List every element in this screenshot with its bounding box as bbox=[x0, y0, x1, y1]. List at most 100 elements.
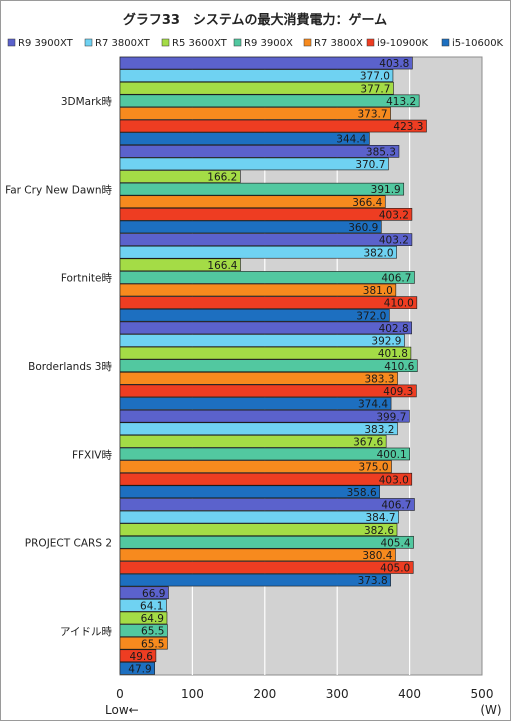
data-label-i9-10900k-3: 409.3 bbox=[383, 386, 413, 398]
bar-r9-3900xt-3 bbox=[119, 321, 412, 335]
chart-title: グラフ33 システムの最大消費電力：ゲーム bbox=[123, 12, 387, 28]
data-label-r9-3900x-5: 405.4 bbox=[380, 537, 410, 549]
data-label-r5-3600xt-1: 166.2 bbox=[207, 172, 237, 184]
bar-r9-3900xt-0 bbox=[119, 56, 413, 70]
bar-i9-10900k-0 bbox=[119, 119, 427, 133]
data-label-r7-3800xt-0: 377.0 bbox=[360, 71, 390, 83]
data-label-r9-3900xt-6: 66.9 bbox=[142, 588, 165, 600]
data-label-r7-3800xt-3: 392.9 bbox=[371, 336, 401, 348]
data-label-r9-3900x-1: 391.9 bbox=[371, 184, 401, 196]
data-label-r9-3900xt-0: 403.8 bbox=[379, 58, 409, 70]
bar-r7-3800x-2 bbox=[119, 283, 397, 297]
bar-r7-3800xt-3 bbox=[119, 334, 405, 347]
category-label-5: PROJECT CARS 2 bbox=[25, 538, 112, 550]
bar-r9-3900x-3 bbox=[119, 359, 418, 373]
data-label-r7-3800xt-2: 382.0 bbox=[364, 247, 394, 259]
bar-r7-3800x-5 bbox=[119, 548, 396, 562]
bar-r9-3900x-5 bbox=[119, 535, 414, 549]
data-label-i9-10900k-0: 423.3 bbox=[393, 121, 423, 133]
bar-r9-3900xt-4 bbox=[119, 409, 410, 423]
legend-label-i9-10900k: i9-10900K bbox=[377, 38, 429, 49]
bar-r9-3900xt-2 bbox=[119, 233, 413, 246]
bar-r5-3600xt-0 bbox=[119, 81, 394, 95]
data-label-r7-3800x-0: 373.7 bbox=[357, 109, 387, 121]
data-label-r5-3600xt-5: 382.6 bbox=[364, 525, 394, 537]
bar-i5-10600k-0 bbox=[119, 132, 370, 145]
bar-r7-3800xt-2 bbox=[119, 245, 397, 259]
bar-r5-3600xt-3 bbox=[119, 346, 412, 360]
data-label-r9-3900x-2: 406.7 bbox=[381, 273, 411, 285]
x-tick-label-100: 100 bbox=[181, 687, 204, 701]
bar-i5-10600k-5 bbox=[119, 573, 391, 587]
data-label-r5-3600xt-2: 166.4 bbox=[207, 260, 237, 272]
data-label-r7-3800x-6: 65.5 bbox=[141, 638, 164, 650]
category-label-0: 3DMark時 bbox=[61, 96, 113, 108]
x-axis-low-label: Low← bbox=[105, 703, 139, 717]
bar-i9-10900k-5 bbox=[119, 561, 414, 574]
legend-label-r9-3900xt: R9 3900XT bbox=[18, 38, 74, 49]
x-tick-label-400: 400 bbox=[398, 687, 421, 701]
bar-i5-10600k-6 bbox=[119, 662, 155, 675]
data-label-i5-10600k-1: 360.9 bbox=[348, 222, 378, 234]
legend-swatch-i5-10600k bbox=[441, 38, 450, 47]
data-label-r9-3900xt-3: 402.8 bbox=[379, 323, 409, 335]
category-label-4: FFXIV時 bbox=[72, 449, 113, 461]
data-label-r7-3800x-1: 366.4 bbox=[352, 197, 382, 209]
bar-r7-3800x-6 bbox=[119, 636, 168, 650]
x-tick-label-0: 0 bbox=[116, 687, 124, 701]
data-label-i5-10600k-5: 373.8 bbox=[358, 575, 388, 587]
category-label-6: アイドル時 bbox=[60, 626, 112, 638]
bar-i5-10600k-4 bbox=[119, 485, 380, 499]
bar-r9-3900x-4 bbox=[119, 447, 410, 461]
bar-i9-10900k-4 bbox=[119, 472, 413, 486]
data-label-i9-10900k-6: 49.6 bbox=[130, 651, 154, 663]
bar-r5-3600xt-1 bbox=[119, 170, 241, 183]
bar-i9-10900k-3 bbox=[119, 384, 417, 398]
data-label-i5-10600k-4: 358.6 bbox=[347, 487, 377, 499]
legend-label-r9-3900x: R9 3900X bbox=[244, 38, 293, 49]
legend-swatch-r9-3900xt bbox=[7, 38, 16, 47]
bar-r7-3800xt-6 bbox=[119, 599, 167, 612]
category-label-2: Fortnite時 bbox=[61, 273, 113, 285]
bar-r9-3900x-1 bbox=[119, 182, 405, 196]
x-axis-unit: (W) bbox=[480, 703, 501, 717]
data-label-r9-3900x-3: 410.6 bbox=[384, 361, 414, 373]
data-label-r7-3800x-3: 383.3 bbox=[364, 373, 394, 385]
category-label-3: Borderlands 3時 bbox=[28, 361, 112, 373]
data-label-r9-3900xt-1: 385.3 bbox=[366, 146, 396, 158]
data-label-r7-3800xt-4: 383.2 bbox=[364, 424, 394, 436]
bar-r9-3900x-6 bbox=[119, 624, 168, 637]
data-label-r7-3800x-2: 381.0 bbox=[363, 285, 393, 297]
category-label-1: Far Cry New Dawn時 bbox=[5, 184, 112, 196]
bar-i5-10600k-3 bbox=[119, 397, 392, 410]
bar-i5-10600k-2 bbox=[119, 308, 390, 322]
data-label-r5-3600xt-0: 377.7 bbox=[360, 83, 390, 95]
category-labels: 3DMark時 Far Cry New Dawn時 Fortnite時 Borderl… bbox=[5, 96, 112, 638]
bar-r7-3800xt-4 bbox=[119, 422, 398, 436]
data-label-i5-10600k-3: 374.4 bbox=[358, 399, 388, 411]
data-label-r9-3900x-0: 413.2 bbox=[386, 96, 416, 108]
bar-r5-3600xt-2 bbox=[119, 258, 241, 272]
data-label-r9-3900xt-4: 399.7 bbox=[376, 411, 406, 423]
bar-r9-3900x-0 bbox=[119, 94, 420, 108]
bar-r7-3800x-3 bbox=[119, 371, 398, 385]
data-label-r7-3800xt-6: 64.1 bbox=[140, 600, 163, 612]
data-label-r7-3800xt-5: 384.7 bbox=[365, 512, 395, 524]
data-label-r7-3800x-5: 380.4 bbox=[362, 550, 392, 562]
x-tick-label-500: 500 bbox=[471, 687, 494, 701]
data-label-r9-3900xt-5: 406.7 bbox=[381, 500, 411, 512]
bar-r5-3600xt-6 bbox=[119, 611, 168, 625]
bar-r9-3900x-2 bbox=[119, 271, 415, 284]
data-label-r9-3900x-6: 65.5 bbox=[141, 626, 164, 638]
data-label-r9-3900x-4: 400.1 bbox=[377, 449, 407, 461]
x-axis: 0 100 200 300 400 500 bbox=[116, 687, 493, 701]
x-tick-label-300: 300 bbox=[326, 687, 349, 701]
bar-r7-3800x-0 bbox=[119, 107, 391, 120]
bar-i9-10900k-1 bbox=[119, 208, 413, 221]
bar-r7-3800x-4 bbox=[119, 460, 392, 473]
bar-r7-3800xt-0 bbox=[119, 69, 394, 82]
legend-swatch-r7-3800x bbox=[303, 38, 312, 47]
data-label-r9-3900xt-2: 403.2 bbox=[379, 235, 409, 247]
data-label-i9-10900k-5: 405.0 bbox=[380, 563, 410, 575]
bar-r9-3900xt-6 bbox=[119, 586, 169, 600]
